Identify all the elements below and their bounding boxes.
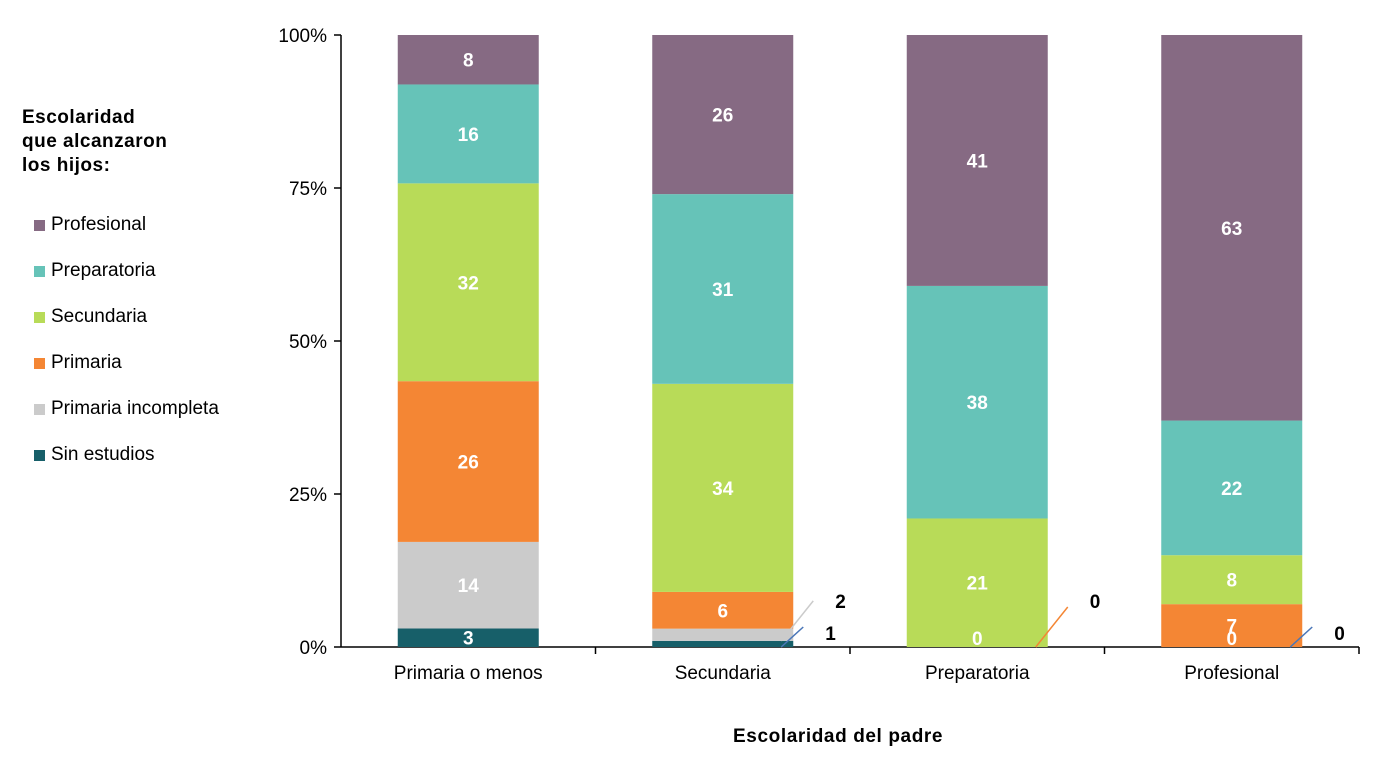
bar-segment <box>652 628 794 641</box>
bar-segment <box>652 591 794 629</box>
leader-line <box>1289 626 1313 648</box>
bar-segment <box>906 285 1048 519</box>
legend-label: Primaria <box>51 352 122 373</box>
legend-item-sin-estudios: Sin estudios <box>34 432 219 478</box>
data-label: 6 <box>717 601 728 622</box>
x-tick-label: Primaria o menos <box>394 663 543 684</box>
legend-title: Escolaridad que alcanzaron los hijos: <box>22 107 168 176</box>
legend-swatch-primaria <box>34 357 45 369</box>
data-label-outside: 0 <box>1334 624 1345 645</box>
data-label-outside: 1 <box>825 624 836 645</box>
data-label-outside: 0 <box>1090 592 1101 613</box>
legend-swatch-sin-estudios <box>34 449 45 461</box>
bar-segment <box>397 628 539 647</box>
data-label: 16 <box>458 125 479 146</box>
legend-label: Preparatoria <box>51 260 156 281</box>
data-label: 63 <box>1221 219 1242 240</box>
legend: Profesional Preparatoria Secundaria Prim… <box>34 202 219 478</box>
leader-line <box>1035 606 1069 648</box>
leader-line <box>780 600 814 642</box>
leader-line <box>780 626 804 648</box>
bar-segment <box>397 183 539 382</box>
data-label: 31 <box>712 280 734 301</box>
legend-label: Secundaria <box>51 306 148 327</box>
data-label: 0 <box>1226 629 1237 650</box>
legend-item-primaria-incompleta: Primaria incompleta <box>34 386 219 432</box>
data-label: 22 <box>1221 479 1242 500</box>
bar-segment <box>1161 604 1303 647</box>
bar-segment <box>906 518 1048 647</box>
data-label: 26 <box>458 453 479 474</box>
bar-segment <box>397 84 539 184</box>
data-label: 3 <box>463 629 474 650</box>
bar-segment <box>906 35 1048 286</box>
data-label: 0 <box>972 629 983 650</box>
bar-segment <box>1161 555 1303 605</box>
bar-segment <box>652 35 794 195</box>
data-label: 32 <box>458 273 479 294</box>
legend-swatch-secundaria <box>34 311 45 323</box>
bar-segment <box>397 35 539 85</box>
data-label: 41 <box>967 151 989 172</box>
x-tick-label: Secundaria <box>675 663 772 684</box>
y-tick-label: 75% <box>289 179 327 200</box>
data-label: 21 <box>967 574 989 595</box>
y-tick-label: 50% <box>289 332 327 353</box>
data-label: 8 <box>1226 571 1237 592</box>
data-label: 34 <box>712 479 734 500</box>
bar-segment <box>652 383 794 592</box>
data-label-outside: 2 <box>835 592 846 613</box>
legend-item-primaria: Primaria <box>34 340 219 386</box>
data-label: 8 <box>463 51 474 72</box>
legend-swatch-profesional <box>34 219 45 231</box>
y-tick-label: 25% <box>289 485 327 506</box>
bar-segment <box>1161 35 1303 421</box>
legend-item-profesional: Profesional <box>34 202 219 248</box>
data-label: 26 <box>712 106 733 127</box>
x-axis-title: Escolaridad del padre <box>733 726 944 747</box>
bar-segment <box>652 640 794 647</box>
legend-label: Sin estudios <box>51 444 155 465</box>
legend-label: Primaria incompleta <box>51 398 219 419</box>
bar-segment <box>397 381 539 542</box>
bar-segment <box>397 541 539 629</box>
bar-segment <box>1161 420 1303 556</box>
legend-swatch-primaria-incompleta <box>34 403 45 415</box>
data-label: 14 <box>458 576 480 597</box>
y-tick-label: 100% <box>278 26 327 47</box>
data-label: 38 <box>967 393 988 414</box>
y-tick-label: 0% <box>300 638 328 659</box>
legend-swatch-preparatoria <box>34 265 45 277</box>
legend-item-preparatoria: Preparatoria <box>34 248 219 294</box>
x-tick-label: Profesional <box>1184 663 1279 684</box>
data-label: 7 <box>1226 617 1237 638</box>
x-tick-label: Preparatoria <box>925 663 1030 684</box>
legend-label: Profesional <box>51 214 147 235</box>
legend-item-secundaria: Secundaria <box>34 294 219 340</box>
bar-segment <box>652 194 794 384</box>
